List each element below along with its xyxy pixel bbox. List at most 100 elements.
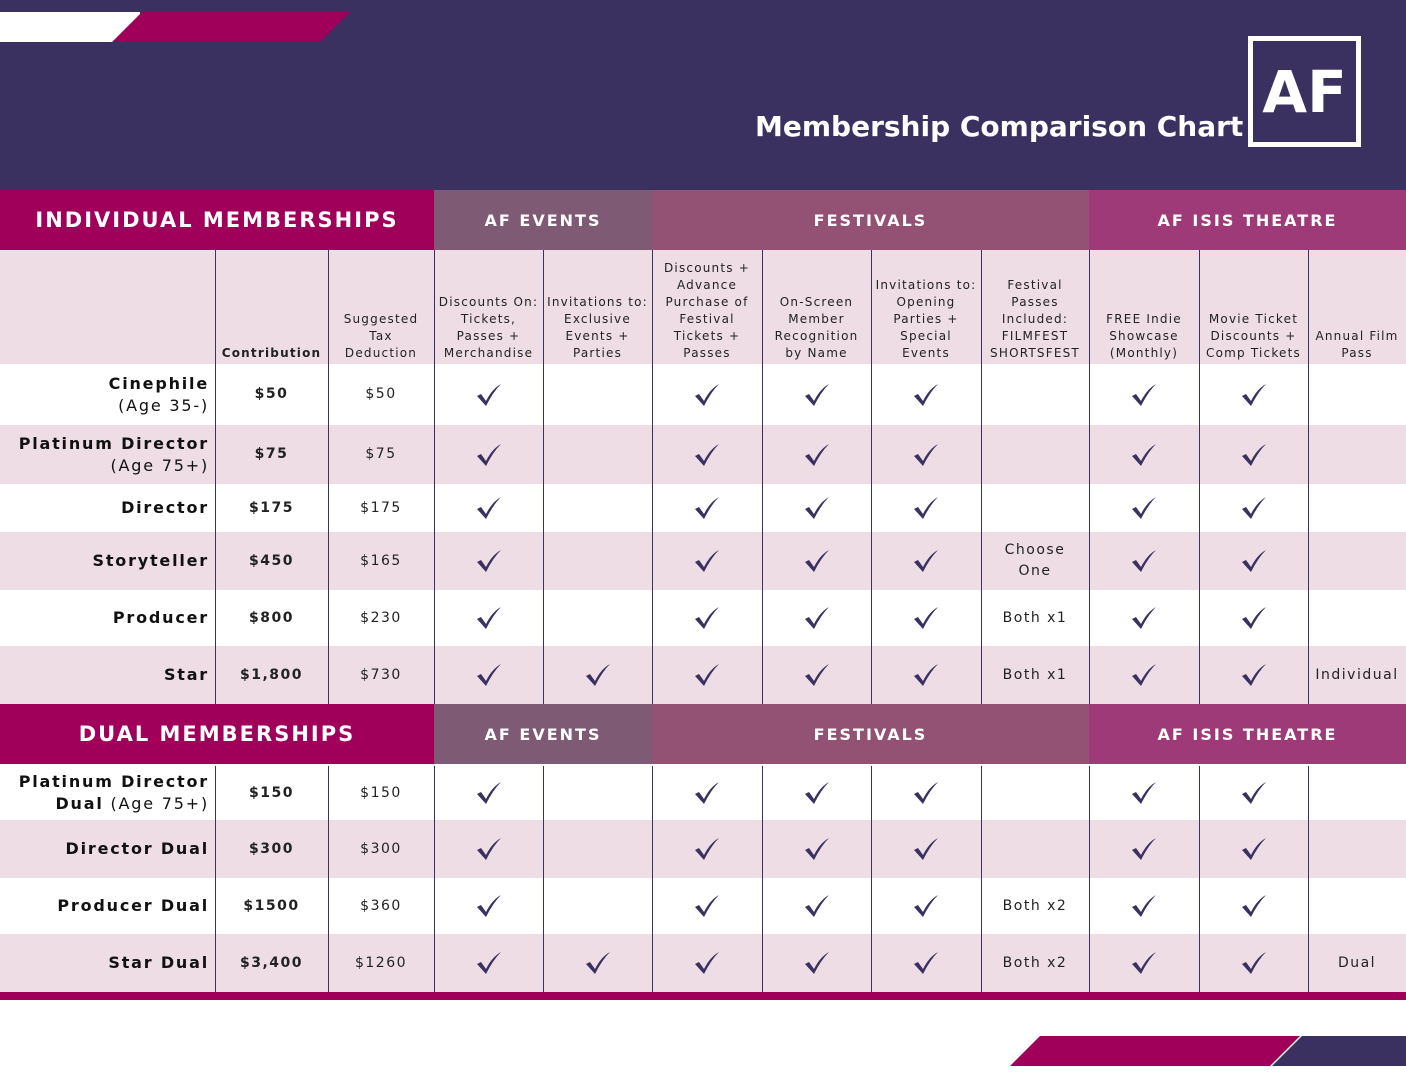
check [434,484,543,532]
column-rule [652,250,653,704]
check-icon [476,607,501,629]
check [434,590,543,646]
check-icon [476,383,501,406]
check [871,590,981,646]
member-name: Platinum Director [18,433,209,453]
check-icon [695,782,719,804]
check [762,484,871,532]
column-rule [652,766,653,992]
check [1089,766,1199,820]
check-icon [914,664,938,686]
check-icon [585,664,610,686]
decor [0,12,140,42]
cell-text: $730 [360,666,402,683]
cell-text: $75 [254,446,289,462]
cell-text: $175 [249,499,294,516]
check-icon [1241,383,1266,406]
cell-text: $50 [254,386,289,402]
check [1199,532,1308,590]
check-icon [476,782,501,804]
check-icon [804,550,829,572]
check [434,878,543,934]
check [1199,425,1308,484]
column-rule [1308,766,1309,992]
row-name: Platinum Director (Age 75+) [0,425,209,484]
column-rule [1199,766,1200,992]
check [762,646,871,704]
check-icon [804,895,829,917]
row [0,646,1406,704]
column-header: Invitations to: Exclusive Events + Parti… [547,295,648,360]
check [762,590,871,646]
check-icon [1241,443,1266,466]
column-header: Discounts On: Tickets, Passes + Merchand… [438,295,539,360]
row [0,532,1406,590]
check-icon [914,443,938,466]
check [1089,425,1199,484]
row [0,590,1406,646]
check [434,934,543,992]
row-name: Storyteller [0,532,209,590]
cell-text: $1500 [243,897,300,914]
column-header-row [0,250,1406,364]
check [871,484,981,532]
cell-text: $450 [249,552,294,569]
group-header: AF ISIS THEATRE [1089,704,1406,764]
check-icon [804,607,829,629]
column-rule [1199,250,1200,704]
check-icon [695,952,719,974]
check [1199,484,1308,532]
check-icon [695,895,719,917]
check-icon [1241,497,1266,519]
column-rule [434,766,435,992]
member-name: Producer [112,608,209,627]
group-header: AF EVENTS [434,704,652,764]
member-note: (Age 75+) [110,794,209,813]
member-name: Platinum Director Dual [18,772,209,813]
check-icon [804,664,829,686]
check-icon [476,497,501,519]
column-header: Contribution [221,346,322,360]
column-rule [981,766,982,992]
check-icon [695,383,719,406]
row-name: Star [0,646,209,704]
check [652,532,762,590]
cell-text: Choose One [1004,542,1066,579]
cell-text: Both x1 [1002,609,1068,626]
check-icon [476,550,501,572]
check-icon [914,895,938,917]
check [652,590,762,646]
check [1089,364,1199,425]
check [1089,820,1199,878]
check-icon [695,838,719,860]
check [434,532,543,590]
check [1089,484,1199,532]
check-icon [1132,895,1156,917]
column-rule [328,766,329,992]
check [543,646,652,704]
check-icon [804,952,829,974]
check [1089,590,1199,646]
cell-text: $300 [249,840,294,857]
column-rule [871,250,872,704]
title: Membership Comparison Chart [755,110,1244,143]
check [871,425,981,484]
cell-text: $75 [365,446,397,462]
check [871,766,981,820]
check [1199,878,1308,934]
check-icon [476,443,501,466]
row [0,484,1406,532]
check-icon [1241,952,1266,974]
column-rule [762,766,763,992]
column-rule [1089,766,1090,992]
check [652,646,762,704]
check-icon [1132,838,1156,860]
cell-text: $165 [360,552,402,569]
cell-text: Individual [1315,666,1399,683]
column-rule [328,250,329,704]
row [0,766,1406,820]
check [762,766,871,820]
check-icon [1241,895,1266,917]
check [762,532,871,590]
row [0,878,1406,934]
